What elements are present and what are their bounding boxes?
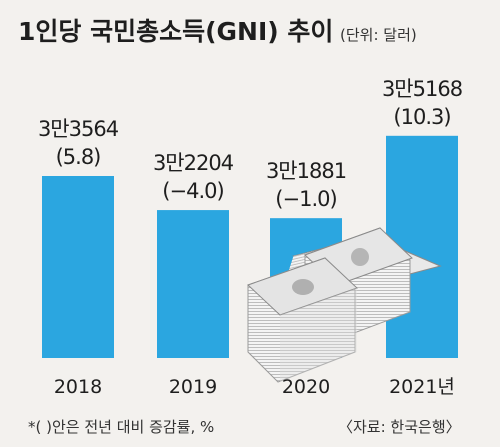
value-label: 3만5168	[382, 77, 462, 101]
footnote: *( )안은 전년 대비 증감률, %	[28, 418, 214, 436]
growth-label: (5.8)	[56, 145, 101, 169]
growth-label: (−4.0)	[162, 179, 223, 203]
value-label: 3만1881	[266, 159, 346, 183]
source-label: 〈자료: 한국은행〉	[338, 418, 461, 436]
chart-title: 1인당 국민총소득(GNI) 추이	[18, 17, 333, 46]
growth-label: (−1.0)	[275, 187, 336, 211]
value-label: 3만3564	[38, 117, 119, 141]
x-tick-label: 2018	[54, 376, 102, 398]
x-tick-label: 2021년	[389, 376, 455, 398]
growth-label: (10.3)	[393, 105, 450, 129]
bar-2019	[157, 210, 229, 358]
unit-label: (단위: 달러)	[340, 26, 417, 44]
bar-2018	[42, 176, 114, 358]
money-stack-icon	[247, 227, 442, 383]
x-tick-label: 2019	[169, 376, 217, 398]
x-tick-label: 2020	[282, 376, 330, 398]
value-label: 3만2204	[153, 151, 234, 175]
